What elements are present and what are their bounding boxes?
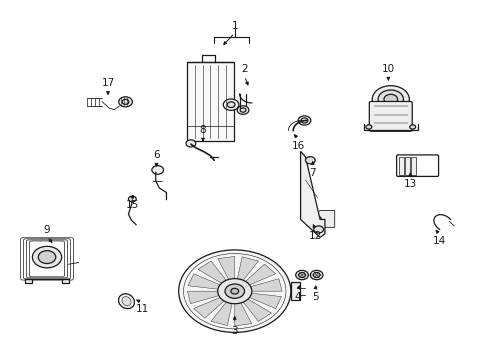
Bar: [61, 279, 69, 283]
Polygon shape: [312, 211, 334, 227]
Ellipse shape: [118, 294, 134, 309]
Circle shape: [298, 116, 310, 125]
Polygon shape: [193, 297, 224, 318]
Text: 2: 2: [241, 64, 247, 74]
Circle shape: [119, 97, 132, 107]
Text: 5: 5: [311, 292, 318, 302]
Bar: [404, 157, 409, 175]
Bar: [410, 157, 415, 175]
Text: 14: 14: [432, 236, 445, 246]
Circle shape: [383, 94, 397, 104]
Text: 10: 10: [381, 64, 394, 74]
Text: 17: 17: [101, 78, 114, 88]
Circle shape: [223, 99, 239, 111]
Polygon shape: [188, 274, 220, 289]
Text: 11: 11: [135, 304, 148, 314]
Text: 8: 8: [199, 125, 206, 135]
Circle shape: [227, 102, 235, 108]
Bar: [25, 279, 32, 283]
Polygon shape: [300, 151, 325, 237]
Text: 1: 1: [231, 21, 238, 31]
Circle shape: [295, 270, 308, 280]
Circle shape: [224, 284, 244, 298]
Circle shape: [217, 279, 251, 304]
Text: 13: 13: [403, 179, 416, 189]
Circle shape: [409, 125, 415, 129]
Polygon shape: [243, 299, 271, 321]
Text: 3: 3: [231, 325, 238, 336]
Circle shape: [310, 270, 323, 280]
Polygon shape: [217, 256, 234, 279]
Circle shape: [314, 216, 321, 221]
Polygon shape: [237, 257, 258, 280]
Polygon shape: [198, 261, 226, 283]
Circle shape: [122, 99, 129, 104]
Circle shape: [371, 86, 408, 113]
FancyBboxPatch shape: [368, 102, 411, 131]
Text: 7: 7: [309, 168, 315, 178]
Bar: [398, 157, 403, 175]
Polygon shape: [234, 303, 251, 326]
Text: 6: 6: [153, 150, 160, 160]
Circle shape: [185, 140, 195, 147]
Polygon shape: [245, 264, 275, 285]
Circle shape: [313, 273, 320, 278]
Circle shape: [365, 125, 371, 129]
Circle shape: [152, 166, 163, 174]
Circle shape: [178, 250, 290, 332]
Text: 15: 15: [125, 200, 139, 210]
Circle shape: [32, 246, 61, 268]
Text: 9: 9: [43, 225, 50, 235]
Bar: [187, 62, 233, 140]
Circle shape: [38, 251, 56, 264]
Circle shape: [298, 273, 305, 278]
Circle shape: [377, 90, 403, 109]
Text: 12: 12: [308, 231, 321, 240]
Circle shape: [237, 106, 248, 114]
Polygon shape: [249, 293, 281, 309]
Circle shape: [305, 157, 315, 164]
Polygon shape: [187, 291, 218, 303]
Text: 16: 16: [291, 141, 304, 151]
Circle shape: [128, 196, 136, 202]
Circle shape: [313, 226, 323, 233]
Circle shape: [230, 288, 238, 294]
Circle shape: [240, 108, 245, 112]
Polygon shape: [250, 279, 282, 291]
Ellipse shape: [122, 297, 131, 306]
Bar: [290, 282, 299, 300]
Text: 4: 4: [294, 292, 301, 302]
Polygon shape: [211, 302, 232, 325]
